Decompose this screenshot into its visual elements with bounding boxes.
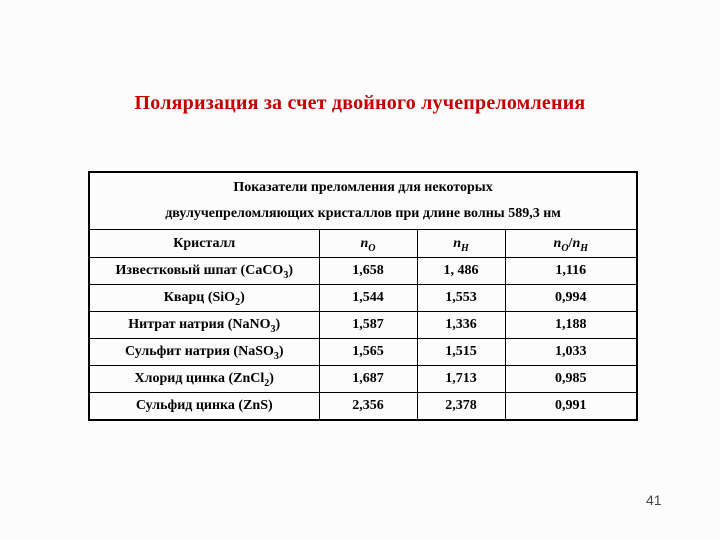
table-row: Известковый шпат (CaCO3) 1,658 1, 486 1,…	[88, 257, 638, 285]
subscript-h: H	[461, 242, 469, 254]
table-header-row: Кристалл nO nH nO/nH	[88, 229, 638, 258]
n-ordinary-value: 1,544	[318, 284, 418, 312]
crystal-name: Сульфид цинка (ZnS)	[135, 398, 273, 413]
slide-page-number: 41	[646, 492, 662, 508]
table-row: Хлорид цинка (ZnCl2) 1,687 1,713 0,985	[88, 365, 638, 393]
table-row: Нитрат натрия (NaNO3) 1,587 1,336 1,188	[88, 311, 638, 339]
header-n-ordinary: nO	[318, 229, 418, 258]
crystal-name: Хлорид цинка (ZnCl	[134, 371, 265, 386]
ratio-value: 1,188	[504, 311, 638, 339]
n-ordinary-value: 2,356	[318, 392, 418, 421]
n-ordinary-value: 1,565	[318, 338, 418, 366]
crystal-name-suffix: )	[240, 290, 245, 305]
n-symbol: n	[572, 235, 581, 251]
formula-subscript: 3	[273, 350, 279, 362]
crystal-name-suffix: )	[275, 317, 281, 332]
table-caption-row: Показатели преломления для некоторых дву…	[88, 171, 638, 230]
caption-line1: Показатели преломления для некоторых	[233, 180, 493, 195]
ratio-value: 0,985	[504, 365, 638, 393]
formula-subscript: 2	[264, 377, 270, 389]
table-caption: Показатели преломления для некоторых дву…	[88, 171, 638, 230]
slide-title: Поляризация за счет двойного лучепреломл…	[134, 92, 586, 114]
slash: /	[568, 235, 573, 251]
n-extraordinary-value: 1,515	[416, 338, 506, 366]
crystal-name-cell: Хлорид цинка (ZnCl2)	[88, 365, 320, 393]
crystal-name: Сульфит натрия (NaSO	[124, 344, 274, 359]
n-extraordinary-value: 1,713	[416, 365, 506, 393]
table-row: Сульфид цинка (ZnS) 2,356 2,378 0,991	[88, 392, 638, 421]
header-crystal: Кристалл	[88, 229, 320, 258]
ratio-value: 1,116	[504, 257, 638, 285]
n-ordinary-value: 1,658	[318, 257, 418, 285]
crystal-name-suffix: )	[288, 263, 293, 278]
n-extraordinary-value: 1,336	[416, 311, 506, 339]
crystal-name-suffix: )	[269, 371, 274, 386]
crystal-name: Кварц (SiO	[163, 290, 236, 305]
n-extraordinary-value: 1, 486	[416, 257, 506, 285]
n-ordinary-value: 1,587	[318, 311, 418, 339]
header-ratio: nO/nH	[504, 229, 638, 258]
table-row: Кварц (SiO2) 1,544 1,553 0,994	[88, 284, 638, 312]
formula-subscript: 3	[270, 323, 276, 335]
crystal-name-cell: Нитрат натрия (NaNO3)	[88, 311, 320, 339]
n-extraordinary-value: 1,553	[416, 284, 506, 312]
crystal-name-cell: Сульфит натрия (NaSO3)	[88, 338, 320, 366]
ratio-value: 1,033	[504, 338, 638, 366]
caption-line2: двулучепреломляющих кристаллов при длине…	[165, 206, 561, 221]
formula-subscript: 2	[235, 296, 241, 308]
n-extraordinary-value: 2,378	[416, 392, 506, 421]
ratio-value: 0,991	[504, 392, 638, 421]
crystal-name-cell: Сульфид цинка (ZnS)	[88, 392, 320, 421]
subscript-o: O	[368, 242, 376, 254]
n-ordinary-value: 1,687	[318, 365, 418, 393]
crystal-name: Известковый шпат (CaCO	[115, 263, 284, 278]
table-row: Сульфит натрия (NaSO3) 1,565 1,515 1,033	[88, 338, 638, 366]
subscript-h: H	[580, 242, 589, 254]
ratio-value: 0,994	[504, 284, 638, 312]
n-symbol: n	[553, 235, 562, 251]
n-symbol: n	[360, 235, 369, 251]
refraction-table: Показатели преломления для некоторых дву…	[88, 171, 639, 421]
n-symbol: n	[453, 235, 461, 251]
crystal-name-cell: Кварц (SiO2)	[88, 284, 320, 312]
crystal-name-cell: Известковый шпат (CaCO3)	[88, 257, 320, 285]
crystal-name-suffix: )	[278, 344, 284, 359]
subscript-o: O	[561, 242, 569, 254]
crystal-name: Нитрат натрия (NaNO	[128, 317, 271, 332]
formula-subscript: 3	[283, 269, 289, 281]
header-n-extraordinary: nH	[416, 229, 506, 258]
